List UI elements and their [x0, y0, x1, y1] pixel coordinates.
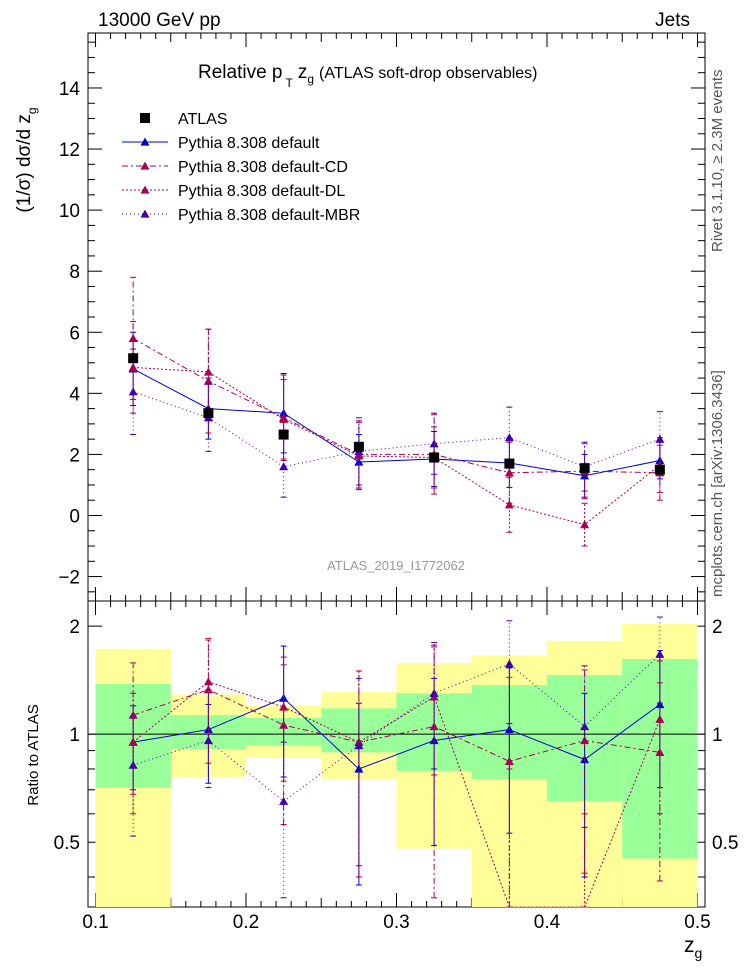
ratio-marker-series-3 — [203, 736, 213, 745]
x-axis-label-sub: g — [695, 945, 703, 961]
marker-series-3 — [655, 434, 665, 443]
x-tick-label: 0.3 — [383, 912, 409, 933]
ratio-marker-series-2 — [655, 714, 665, 723]
ratio-marker-series-3 — [655, 649, 665, 658]
title-zg-sub: g — [307, 72, 314, 86]
legend-label: Pythia 8.308 default-DL — [178, 183, 345, 200]
ratio-tick-label-right: 0.5 — [712, 833, 738, 854]
marker-series-3 — [279, 462, 289, 471]
ratio-marker-series-2 — [128, 737, 138, 746]
title-rest: (ATLAS soft-drop observables) — [319, 65, 537, 82]
legend-marker-atlas — [140, 113, 150, 123]
line-series-0 — [132, 368, 660, 477]
x-axis-label: zg — [684, 934, 702, 961]
title-zg: z — [298, 62, 308, 83]
ratio-frame — [87, 600, 706, 908]
atlas-data-point — [353, 441, 364, 452]
y-tick-label: 14 — [59, 79, 81, 100]
ratio-marker-series-1 — [580, 736, 590, 745]
ratio-line-series-0 — [133, 697, 661, 770]
legend-label: Pythia 8.308 default-CD — [178, 159, 348, 176]
legend-label: ATLAS — [178, 111, 228, 128]
ratio-marker-series-3 — [504, 659, 514, 668]
atlas-data-point — [203, 408, 214, 419]
x-tick-label: 0.1 — [82, 912, 108, 933]
ratio-tick-label: 1 — [69, 725, 80, 746]
x-tick-label: 0.2 — [233, 912, 259, 933]
marker-series-3 — [128, 387, 138, 396]
ratio-tick-label-right: 1 — [712, 725, 723, 746]
marker-series-1 — [128, 333, 138, 342]
y-axis-label-text: (1/σ) dσ/d z — [14, 114, 35, 212]
marker-series-1 — [203, 376, 213, 385]
y-tick-label: −2 — [58, 568, 80, 589]
line-series-3 — [132, 391, 661, 468]
legend-label: Pythia 8.308 default-MBR — [178, 207, 360, 224]
atlas-data-point — [654, 464, 665, 475]
marker-series-2 — [580, 520, 590, 529]
marker-series-2 — [279, 414, 289, 423]
marker-series-0 — [354, 457, 364, 466]
y-axis-label-sub: g — [25, 107, 39, 114]
ratio-tick-label: 0.5 — [54, 833, 80, 854]
ratio-marker-series-3 — [354, 740, 364, 750]
rivet-label: Rivet 3.1.10, ≥ 2.3M events — [709, 70, 726, 253]
title-main: Relative p — [198, 62, 283, 83]
ratio-line-series-1 — [132, 689, 660, 762]
ratio-marker-series-1 — [504, 756, 514, 765]
ratio-tick-label: 2 — [69, 617, 80, 638]
title-sub-t: T — [286, 76, 294, 90]
atlas-data-point — [504, 458, 515, 469]
legend-marker — [140, 209, 150, 218]
marker-series-2 — [504, 500, 514, 509]
x-tick-label: 0.4 — [534, 912, 561, 933]
header-process: Jets — [655, 10, 690, 31]
ratio-tick-label-right: 2 — [712, 617, 723, 638]
line-series-1 — [132, 337, 660, 474]
ratio-panel: 0.1 0.2 0.3 0.4 0.5 0.5 0.5 1 1 2 2 Ratio to ATLAS — [25, 600, 738, 933]
y-tick-label: 2 — [69, 445, 80, 466]
y-tick-label: 6 — [69, 323, 80, 344]
y-tick-label: 10 — [59, 201, 80, 222]
x-tick-label: 0.5 — [684, 912, 710, 933]
atlas-data-point — [278, 429, 289, 440]
legend-marker — [140, 137, 150, 146]
y-tick-label: 12 — [59, 140, 80, 161]
y-tick-label: 8 — [69, 262, 80, 283]
legend-label: Pythia 8.308 default — [178, 135, 320, 152]
watermark: ATLAS_2019_I1772062 — [327, 558, 465, 573]
marker-series-3 — [429, 439, 439, 448]
marker-series-2 — [354, 451, 364, 460]
mcplots-label: mcplots.cern.ch [arXiv:1306.3436] — [709, 370, 726, 597]
header-energy: 13000 GeV pp — [98, 10, 221, 31]
ratio-marker-series-3 — [580, 722, 590, 731]
marker-series-2 — [203, 367, 213, 376]
y-axis-label: (1/σ) dσ/d zg — [14, 107, 39, 212]
ratio-marker-series-2 — [203, 677, 213, 686]
y-tick-label: 4 — [69, 384, 80, 405]
marker-series-1 — [504, 468, 514, 477]
line-series-2 — [133, 366, 661, 526]
legend-marker — [140, 161, 150, 170]
ratio-line-series-2 — [132, 681, 661, 908]
ratio-marker-series-3 — [128, 760, 138, 769]
atlas-data-point — [579, 463, 590, 474]
ratio-marker-series-3 — [429, 688, 439, 697]
legend: ATLAS Pythia 8.308 default Pythia 8.308 de… — [122, 111, 360, 224]
marker-series-3 — [504, 433, 514, 442]
ratio-y-label: Ratio to ATLAS — [25, 704, 42, 805]
marker-series-2 — [128, 362, 138, 371]
atlas-data-point — [128, 353, 139, 364]
legend-marker — [140, 185, 150, 194]
y-tick-label: 0 — [69, 506, 80, 527]
atlas-data-point — [429, 452, 440, 463]
ratio-marker-series-3 — [279, 796, 289, 805]
ratio-marker-series-2 — [279, 702, 289, 711]
x-axis-label-text: z — [684, 934, 695, 957]
